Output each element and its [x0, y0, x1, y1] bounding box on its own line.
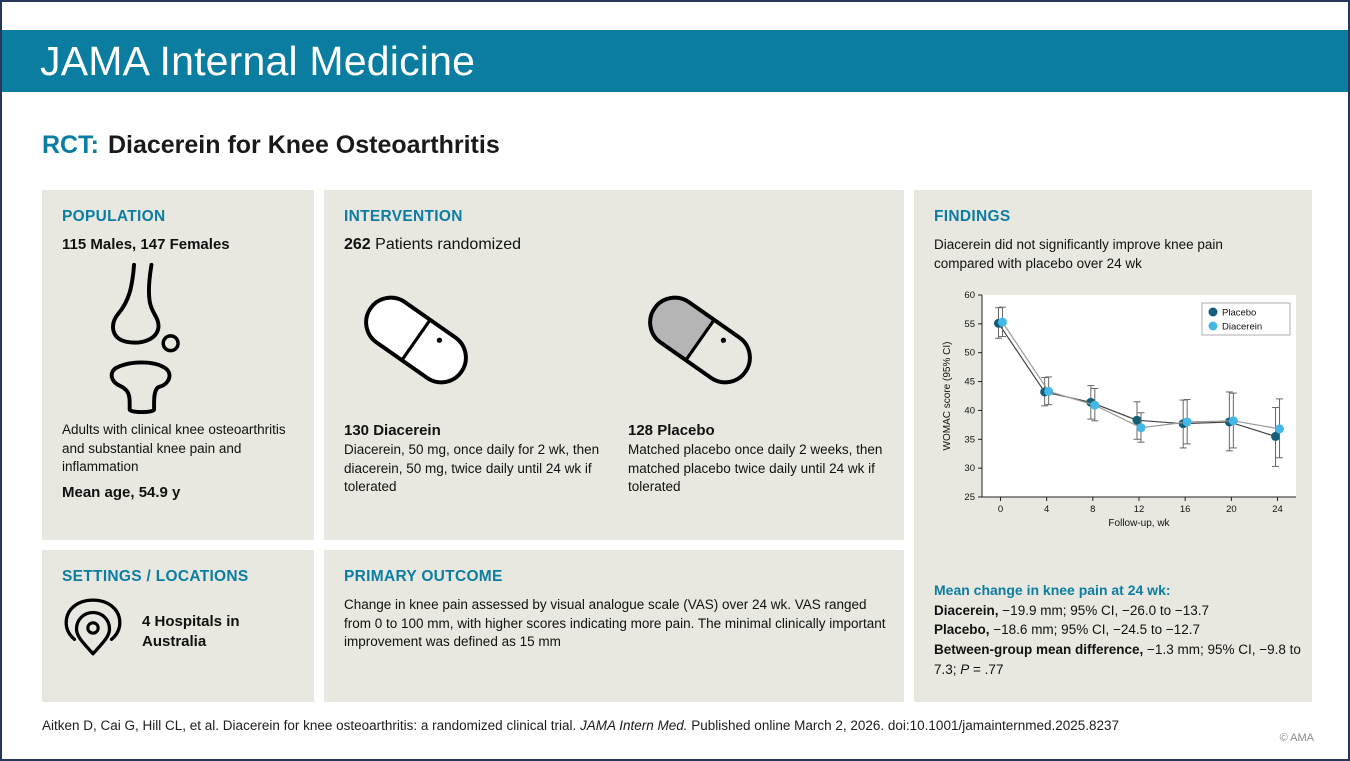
findings-summary: Diacerein did not significantly improve …	[934, 237, 1223, 271]
population-panel: POPULATION 115 Males, 147 Females Adults…	[42, 190, 314, 540]
svg-text:50: 50	[964, 348, 975, 359]
map-pin-icon	[62, 596, 124, 667]
svg-text:Follow-up, wk: Follow-up, wk	[1108, 518, 1170, 529]
population-header: POPULATION	[62, 208, 166, 225]
settings-panel: SETTINGS / LOCATIONS 4 Hospitals in Aust…	[42, 550, 314, 702]
svg-text:12: 12	[1134, 504, 1145, 515]
result-diacerein-value: −19.9 mm; 95% CI, −26.0 to −13.7	[998, 602, 1210, 618]
population-description: Adults with clinical knee osteoarthritis…	[62, 422, 286, 475]
ama-copyright: © AMA	[1279, 732, 1314, 744]
randomized-count-line: 262 Patients randomized	[344, 236, 884, 254]
primary-outcome-panel: PRIMARY OUTCOME Change in knee pain asse…	[324, 550, 904, 702]
arm-diacerein-name: Diacerein	[369, 422, 441, 439]
arm-placebo-head: 128 Placebo	[628, 422, 886, 439]
randomized-label: Patients randomized	[370, 236, 522, 253]
brand-title: JAMA Internal Medicine	[40, 37, 476, 84]
svg-text:30: 30	[964, 463, 975, 474]
arm-placebo: 128 Placebo Matched placebo once daily 2…	[628, 258, 886, 497]
womac-line-chart: 25 30 35 40 45 50 55 60 0 4 8 12 16 20 24 WOMAC score (…	[942, 290, 1296, 529]
svg-text:60: 60	[964, 290, 975, 301]
result-line-diacerein: Diacerein, −19.9 mm; 95% CI, −26.0 to −1…	[934, 601, 1306, 621]
intervention-panel: INTERVENTION 262 Patients randomized	[324, 190, 904, 540]
intervention-arms: 130 Diacerein Diacerein, 50 mg, once dai…	[344, 258, 884, 497]
primary-outcome-text: Change in knee pain assessed by visual a…	[344, 597, 886, 650]
result-p-label: P	[960, 661, 970, 677]
settings-header: SETTINGS / LOCATIONS	[62, 568, 249, 585]
citation-journal: JAMA Intern Med.	[579, 718, 688, 733]
result-line-difference: Between-group mean difference, −1.3 mm; …	[934, 640, 1306, 679]
svg-text:WOMAC score (95% CI): WOMAC score (95% CI)	[942, 342, 953, 451]
intervention-header: INTERVENTION	[344, 208, 463, 225]
arm-diacerein-head: 130 Diacerein	[344, 422, 602, 439]
svg-text:24: 24	[1272, 504, 1283, 515]
capsule-half-filled-icon	[628, 258, 886, 422]
svg-text:Placebo: Placebo	[1222, 308, 1256, 319]
arm-placebo-description: Matched placebo once daily 2 weeks, then…	[628, 442, 883, 495]
svg-text:25: 25	[964, 492, 975, 503]
arm-placebo-count: 128	[628, 422, 654, 439]
result-diacerein-label: Diacerein,	[934, 602, 999, 618]
header-band: JAMA Internal Medicine	[2, 30, 1348, 92]
settings-text: 4 Hospitals in Australia	[142, 613, 240, 650]
footer-citation: Aitken D, Cai G, Hill CL, et al. Diacere…	[42, 718, 1119, 733]
arm-placebo-name: Placebo	[653, 422, 715, 439]
citation-plain: Aitken D, Cai G, Hill CL, et al. Diacere…	[42, 718, 580, 733]
citation-rest: Published online March 2, 2026. doi:10.1…	[687, 718, 1120, 733]
svg-text:Diacerein: Diacerein	[1222, 322, 1262, 333]
result-placebo-value: −18.6 mm; 95% CI, −24.5 to −12.7	[989, 622, 1201, 638]
result-p-value: = .77	[969, 661, 1004, 677]
title-prefix: RCT:	[42, 131, 99, 159]
svg-text:40: 40	[964, 406, 975, 417]
males-females-count: 115 Males, 147 Females	[62, 236, 230, 253]
womac-chart-container: 25 30 35 40 45 50 55 60 0 4 8 12 16 20 24 WOMAC score (…	[938, 287, 1296, 536]
svg-text:35: 35	[964, 435, 975, 446]
result-difference-value: −1.3 mm; 95% CI, −9.8 to 7.3;	[934, 642, 1301, 677]
results-title: Mean change in knee pain at 24 wk:	[934, 582, 1171, 599]
knee-joint-icon	[62, 259, 294, 417]
result-difference-label: Between-group mean difference,	[934, 642, 1144, 658]
svg-text:4: 4	[1044, 504, 1049, 515]
findings-results: Mean change in knee pain at 24 wk: Diace…	[934, 580, 1306, 679]
arm-diacerein-count: 130	[344, 422, 370, 439]
svg-text:55: 55	[964, 319, 975, 330]
svg-text:45: 45	[964, 377, 975, 388]
page-title: RCT: Diacerein for Knee Osteoarthritis	[42, 131, 500, 160]
result-placebo-label: Placebo,	[934, 622, 990, 638]
findings-header: FINDINGS	[934, 208, 1011, 225]
svg-text:16: 16	[1180, 504, 1191, 515]
settings-row: 4 Hospitals in Australia	[62, 596, 294, 667]
randomized-count: 262	[344, 236, 371, 253]
svg-text:0: 0	[998, 504, 1003, 515]
svg-text:8: 8	[1090, 504, 1095, 515]
svg-text:20: 20	[1226, 504, 1237, 515]
capsule-outline-icon	[344, 258, 602, 422]
findings-panel: FINDINGS Diacerein did not significantly…	[914, 190, 1312, 702]
arm-diacerein-description: Diacerein, 50 mg, once daily for 2 wk, t…	[344, 442, 600, 495]
arm-diacerein: 130 Diacerein Diacerein, 50 mg, once dai…	[344, 258, 602, 497]
title-text: Diacerein for Knee Osteoarthritis	[107, 131, 500, 159]
mean-age: Mean age, 54.9 y	[62, 483, 181, 501]
result-line-placebo: Placebo, −18.6 mm; 95% CI, −24.5 to −12.…	[934, 620, 1306, 640]
primary-outcome-header: PRIMARY OUTCOME	[344, 568, 503, 585]
